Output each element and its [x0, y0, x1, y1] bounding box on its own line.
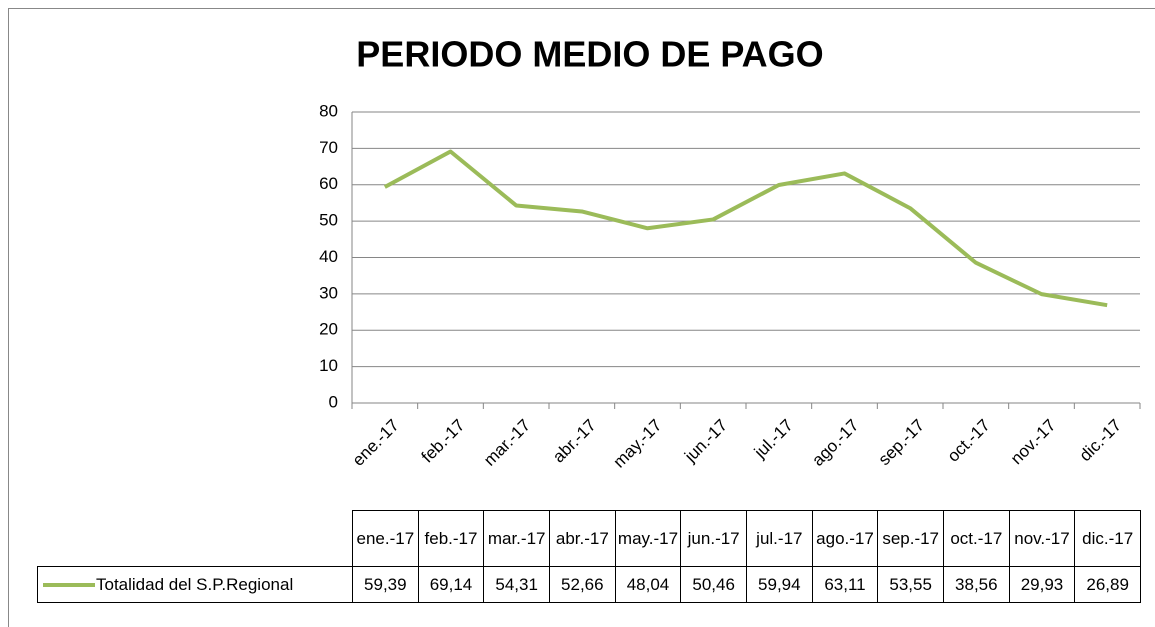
x-tick-label: ago.-17	[808, 416, 862, 470]
table-header: dic.-17	[1074, 510, 1141, 567]
x-tick-label: jun.-17	[680, 416, 731, 467]
y-tick-label: 30	[319, 283, 338, 302]
table-value: 53,55	[877, 566, 944, 603]
table-value: 52,66	[549, 566, 616, 603]
table-value: 26,89	[1074, 566, 1141, 603]
y-tick-label: 60	[319, 174, 338, 193]
table-header: jul.-17	[746, 510, 813, 567]
table-header: abr.-17	[549, 510, 616, 567]
table-series-label: Totalidad del S.P.Regional	[37, 566, 353, 603]
table-header: ago.-17	[811, 510, 879, 567]
x-tick-label: nov.-17	[1007, 416, 1060, 469]
legend-swatch	[43, 582, 95, 587]
table-header: jun.-17	[680, 510, 747, 567]
x-tick-label: oct.-17	[944, 416, 994, 466]
table-value: 50,46	[680, 566, 747, 603]
table-value: 54,31	[483, 566, 550, 603]
table-value: 69,14	[417, 566, 485, 603]
x-tick-label: feb.-17	[418, 416, 469, 467]
chart-title: PERIODO MEDIO DE PAGO	[356, 34, 823, 75]
table-value: 63,11	[811, 566, 879, 603]
series-line	[383, 149, 1108, 308]
y-tick-label: 10	[319, 356, 338, 375]
x-tick-label: jul.-17	[750, 416, 797, 463]
y-tick-label: 50	[319, 211, 338, 230]
y-tick-label: 40	[319, 247, 338, 266]
x-tick-label: dic.-17	[1076, 416, 1126, 466]
x-tick-label: ene.-17	[349, 416, 403, 470]
x-tick-label: abr.-17	[549, 416, 600, 467]
x-tick-label: may.-17	[610, 416, 666, 472]
table-header: mar.-17	[483, 510, 550, 567]
table-value: 38,56	[943, 566, 1010, 603]
table-value: 29,93	[1008, 566, 1076, 603]
y-tick-label: 70	[319, 138, 338, 157]
table-header: feb.-17	[417, 510, 485, 567]
legend-label: Totalidad del S.P.Regional	[96, 574, 294, 594]
chart-border	[8, 8, 1155, 627]
x-tick-label: sep.-17	[875, 416, 929, 470]
table-value: 59,39	[352, 566, 419, 603]
table-header: sep.-17	[877, 510, 944, 567]
table-header: ene.-17	[352, 510, 419, 567]
y-tick-label: 80	[319, 101, 338, 120]
table-header: nov.-17	[1008, 510, 1076, 567]
y-tick-label: 20	[319, 320, 338, 339]
table-header: oct.-17	[943, 510, 1010, 567]
table-value: 59,94	[746, 566, 813, 603]
x-tick-label: mar.-17	[480, 416, 534, 470]
table-value: 48,04	[614, 566, 682, 603]
table-header: may.-17	[614, 510, 682, 567]
y-tick-label: 0	[329, 392, 338, 411]
